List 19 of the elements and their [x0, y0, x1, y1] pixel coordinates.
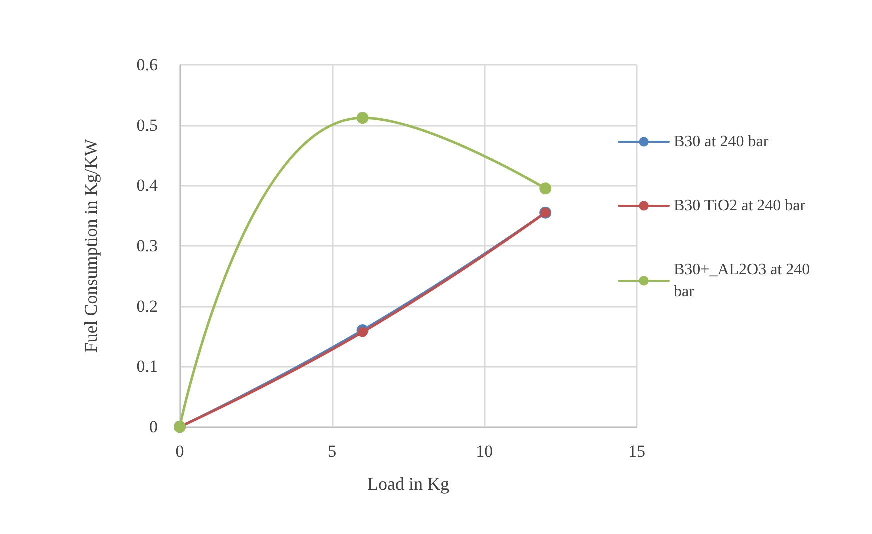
x-tick-label: 10 [476, 442, 494, 461]
y-tick-label: 0.1 [136, 357, 158, 376]
y-tick-label: 0.2 [136, 296, 158, 316]
x-tick-label: 5 [328, 442, 337, 461]
y-axis-title: Fuel Consumption in Kg/KW [81, 139, 101, 353]
y-tick-label: 0.4 [136, 176, 158, 196]
legend-label: B30 TiO2 at 240 bar [674, 198, 806, 214]
x-tick-label: 15 [628, 442, 646, 461]
point [540, 182, 552, 195]
y-tick-label: 0.5 [136, 116, 158, 135]
y-tick-label: 0 [150, 418, 158, 436]
point [356, 112, 369, 124]
y-tick-label: 0.3 [136, 236, 158, 256]
x-tick-label: 0 [176, 442, 184, 461]
legend-label: B30 at 240 bar [674, 134, 770, 150]
x-axis-title: Load in Kg [368, 474, 450, 494]
legend-label: B30+_AL2O3 at 240 bar [674, 262, 814, 300]
y-tick-label: 0.6 [136, 56, 158, 74]
point [358, 327, 368, 338]
